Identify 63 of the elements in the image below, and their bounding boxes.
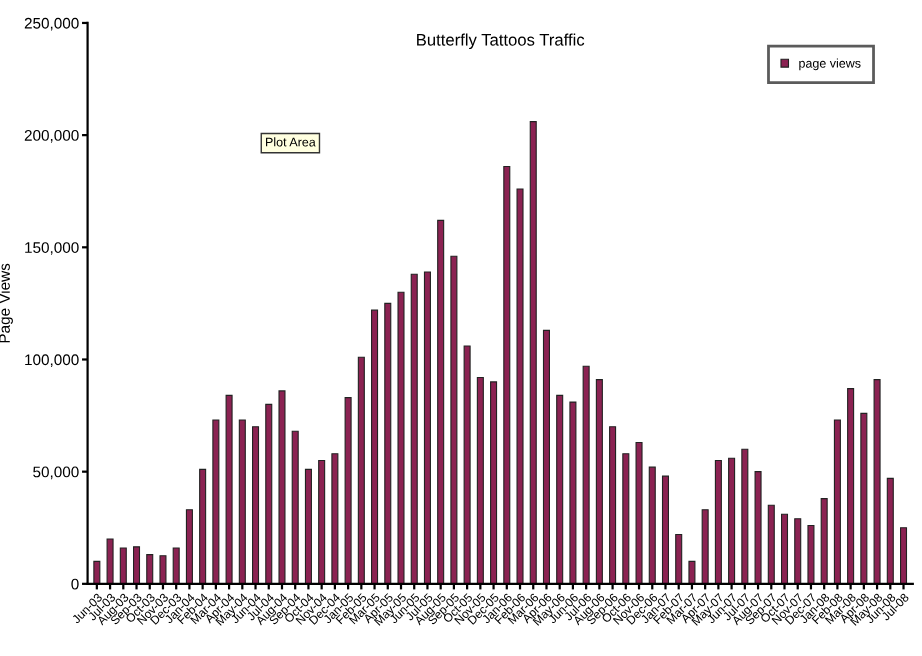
bar (661, 475, 670, 584)
bar (529, 121, 537, 584)
bar (384, 302, 392, 584)
bar (609, 426, 617, 584)
bar (860, 412, 868, 584)
bar (172, 547, 180, 584)
bar (397, 291, 405, 584)
bar (291, 430, 299, 584)
bar (159, 555, 167, 584)
bar (701, 509, 709, 584)
bar (582, 365, 590, 584)
bar (476, 376, 484, 584)
text: Butterfly Tattoos Traffic (417, 33, 585, 50)
bar (304, 468, 312, 584)
bar (490, 381, 498, 584)
bar (503, 165, 511, 584)
bar (371, 309, 379, 584)
bar (463, 345, 471, 584)
bar (688, 560, 696, 584)
bar (318, 459, 326, 584)
bar (437, 219, 445, 584)
bar (873, 379, 881, 584)
bar (847, 388, 855, 584)
bar (820, 498, 828, 584)
bar (185, 509, 193, 584)
bar (212, 419, 220, 584)
bar (93, 560, 101, 584)
bar (238, 419, 246, 584)
bar (556, 394, 564, 584)
bar (225, 394, 233, 584)
bar (807, 524, 815, 584)
bar (675, 533, 683, 584)
bar (252, 426, 260, 584)
bar (119, 547, 127, 584)
bar (741, 448, 749, 584)
bar (767, 504, 775, 584)
bar (780, 513, 789, 584)
bar (423, 271, 431, 584)
bar (344, 397, 352, 584)
bar (635, 441, 643, 584)
bar (357, 356, 365, 584)
bar (899, 527, 908, 584)
bar (410, 273, 418, 584)
bar (146, 554, 154, 584)
bar (728, 457, 736, 584)
bar (450, 255, 458, 584)
bar (132, 546, 141, 584)
bar (794, 518, 802, 584)
bar (331, 453, 339, 584)
bar (754, 471, 762, 584)
bar (886, 477, 894, 584)
bar (595, 379, 603, 584)
bar (833, 419, 841, 584)
bar (569, 401, 577, 584)
bar (278, 390, 286, 584)
bar (516, 188, 524, 584)
bar (648, 466, 656, 584)
bar (106, 538, 114, 584)
bar (265, 403, 273, 584)
bar (714, 459, 722, 584)
bar (199, 468, 207, 584)
bar (542, 329, 551, 584)
bar (622, 453, 630, 584)
